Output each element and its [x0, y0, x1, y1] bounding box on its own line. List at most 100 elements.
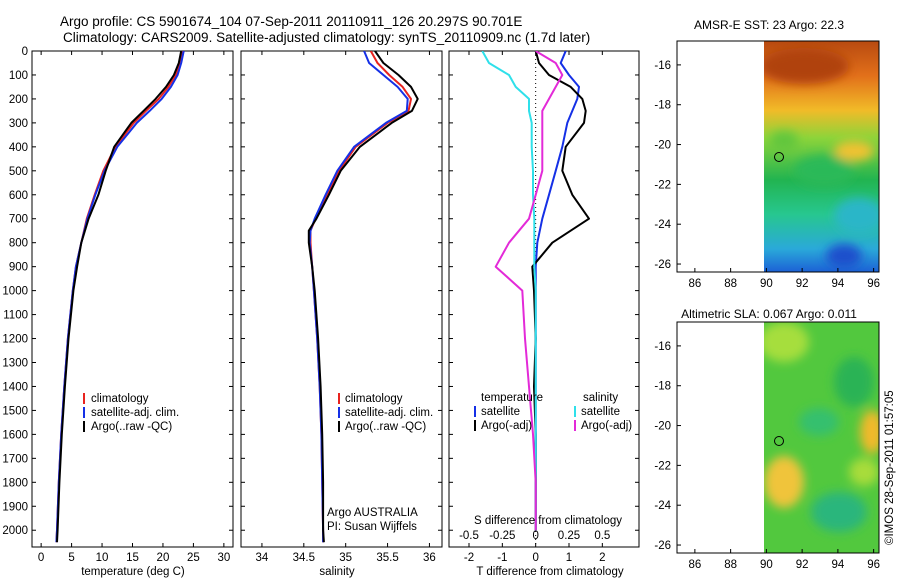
ytick-label: 1000 [2, 286, 28, 298]
sla-map-frame [676, 321, 880, 554]
xtick-label: 2 [599, 552, 605, 564]
series-line-argo [56, 51, 183, 543]
legend-label-satellite: satellite-adj. clim. [91, 407, 179, 419]
ytick-label: 1100 [3, 310, 28, 322]
ytick-label: 600 [9, 190, 28, 202]
annotation-argo-australia: Argo AUSTRALIA [327, 507, 418, 519]
xtick-label: 15 [126, 552, 139, 564]
sla-map-title: Altimetric SLA: 0.067 Argo: 0.011 [681, 307, 857, 321]
series-line-salinity_sat [481, 51, 537, 531]
map-ytick-label: -18 [654, 100, 671, 112]
map-xtick-label: 90 [760, 559, 773, 571]
map-xtick-label: 92 [796, 559, 809, 571]
map-ytick-label: -22 [654, 460, 671, 472]
sst-map: AMSR-E SST: 23 Argo: 22.3 86 88 90 92 94 96 -1… [654, 18, 880, 290]
map-ytick-label: -20 [654, 421, 671, 433]
ytick-label: 1800 [2, 477, 28, 489]
temperature-series [55, 51, 185, 543]
ytick-label: 1900 [2, 501, 28, 513]
map-xtick-label: 92 [796, 278, 809, 290]
salinity-series [307, 51, 419, 543]
ytick-label: 1300 [2, 357, 28, 369]
ytick-label: 800 [9, 238, 28, 250]
legend-label-satellite: satellite-adj. clim. [345, 407, 433, 419]
xtick-label: 10 [96, 552, 109, 564]
ytick-label: 700 [9, 214, 28, 226]
legend-header-temperature: temperature [481, 392, 543, 404]
legend-label-climatology: climatology [345, 393, 403, 405]
map-ytick-label: -24 [654, 500, 671, 512]
ytick-label: 1600 [2, 429, 28, 441]
map-xtick-label: 94 [831, 278, 844, 290]
ytick-label: 300 [9, 118, 28, 130]
ytick-label: 400 [9, 142, 28, 154]
xtick-label: 25 [187, 552, 200, 564]
legend-label-argo: Argo(..raw -QC) [345, 421, 426, 433]
map-xtick-label: 88 [724, 278, 737, 290]
sla-field [764, 322, 879, 553]
map-xtick-label: 96 [867, 559, 880, 571]
sst-field [764, 41, 879, 272]
xtick-label: 34.5 [293, 552, 315, 564]
stick-label: 0.5 [594, 530, 610, 542]
xtick-label: 35 [339, 552, 352, 564]
map-ytick-label: -18 [654, 381, 671, 393]
stick-label: 0.25 [558, 530, 580, 542]
xtick-label: 1 [566, 552, 572, 564]
legend-header-salinity: salinity [583, 392, 618, 404]
difference-legend: temperature salinity satellite Argo(-adj… [474, 392, 632, 432]
stick-label: -0.5 [459, 530, 479, 542]
temperature-legend: climatology satellite-adj. clim. Argo(..… [83, 393, 179, 433]
map-xtick-label: 86 [688, 278, 701, 290]
map-xtick-label: 94 [831, 559, 844, 571]
salinity-axis: 34 34.5 35 35.5 36 [241, 50, 442, 564]
sst-map-nodata [677, 41, 764, 272]
map-ytick-label: -20 [654, 140, 671, 152]
sst-argo-location [774, 152, 784, 162]
series-line-satellite [308, 51, 409, 543]
legend-label-t-satellite: satellite [481, 406, 520, 418]
salinity-panel [240, 50, 443, 548]
temperature-xlabel: temperature (deg C) [81, 566, 185, 578]
series-line-climatology [55, 51, 184, 543]
difference-panel [448, 50, 640, 548]
imos-stamp: ©IMOS 28-Sep-2011 01:57:05 [884, 390, 896, 545]
xtick-label: 35.5 [376, 552, 398, 564]
s-difference-xlabel: S difference from climatology [474, 515, 622, 527]
sla-map: Altimetric SLA: 0.067 Argo: 0.011 86 88 90… [654, 307, 880, 571]
xtick-label: -2 [464, 552, 474, 564]
sst-map-title: AMSR-E SST: 23 Argo: 22.3 [694, 18, 844, 32]
ytick-label: 900 [9, 262, 28, 274]
series-line-climatology [309, 51, 412, 543]
sst-map-frame [676, 40, 880, 273]
stick-label: -0.25 [489, 530, 515, 542]
series-line-argo [307, 51, 419, 543]
sla-map-nodata [677, 322, 764, 553]
legend-label-t-argo: Argo(-adj) [481, 420, 532, 432]
xtick-label: 5 [68, 552, 74, 564]
map-xtick-label: 90 [760, 278, 773, 290]
t-difference-xlabel: T difference from climatology [476, 566, 623, 578]
series-line-salinity_argo [494, 51, 564, 531]
map-xtick-label: 96 [867, 278, 880, 290]
series-line-satellite [55, 51, 185, 543]
xtick-label: 0 [38, 552, 44, 564]
series-line-argo [531, 51, 590, 531]
header-line-2: Climatology: CARS2009. Satellite-adjuste… [63, 30, 590, 45]
map-xtick-label: 86 [688, 559, 701, 571]
temperature-axis: 0100200300400500600700800900100011001200… [2, 46, 233, 564]
map-ytick-label: -16 [654, 60, 671, 72]
legend-label-s-argo: Argo(-adj) [581, 420, 632, 432]
map-ytick-label: -26 [654, 540, 671, 552]
legend-label-argo: Argo(..raw -QC) [91, 421, 172, 433]
difference-series [481, 51, 590, 531]
ytick-label: 0 [22, 46, 28, 58]
legend-label-s-satellite: satellite [581, 406, 620, 418]
map-xtick-label: 88 [724, 559, 737, 571]
ytick-label: 1400 [2, 381, 28, 393]
salinity-legend: climatology satellite-adj. clim. Argo(..… [327, 393, 433, 533]
map-ytick-label: -22 [654, 179, 671, 191]
xtick-label: 30 [217, 552, 230, 564]
